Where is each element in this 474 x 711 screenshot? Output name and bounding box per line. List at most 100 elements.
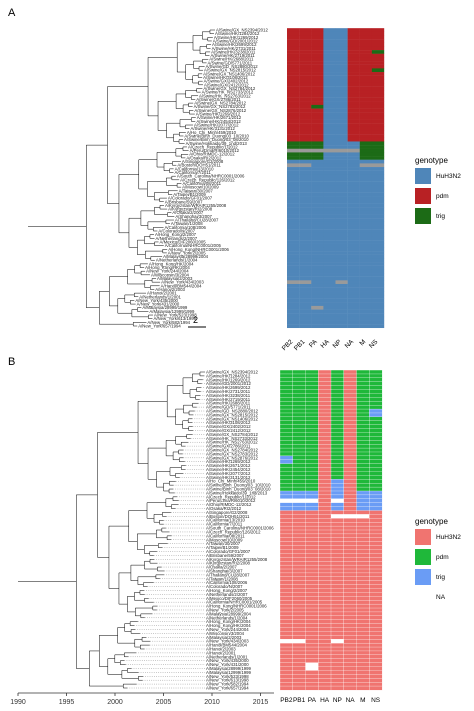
heatmap-cell: [318, 603, 332, 609]
tip-label: A/Kyrgyzstan/RI2/2008: [168, 207, 213, 212]
heatmap-cell: [287, 72, 300, 76]
heatmap-cell: [371, 243, 385, 248]
heatmap-cell: [299, 57, 312, 62]
heatmap-cell: [323, 112, 336, 117]
legend-swatch: [415, 208, 431, 224]
heatmap-cell: [356, 479, 370, 484]
heatmap-cell: [371, 276, 385, 281]
heatmap-cell: [371, 258, 385, 263]
heatmap-cell: [299, 254, 312, 259]
heatmap-cell: [299, 112, 312, 117]
heatmap-cell: [343, 377, 357, 383]
column-label: PB1: [293, 338, 307, 352]
heatmap-cell: [305, 432, 319, 437]
heatmap-cell: [347, 97, 360, 102]
heatmap-cell: [356, 498, 370, 504]
heatmap-cell: [356, 611, 370, 617]
heatmap-cell: [359, 247, 373, 252]
heatmap-cell: [330, 373, 345, 379]
heatmap-cell: [356, 685, 370, 691]
heatmap-cell: [371, 240, 385, 244]
tip-label: A/New_York/613/1998: [153, 316, 196, 321]
heatmap-cell: [356, 471, 370, 476]
heatmap-cell: [347, 229, 360, 234]
tip-label: A/Malaysia/12999/1999: [149, 309, 195, 314]
heatmap-cell: [371, 72, 385, 76]
heatmap-cell: [371, 39, 385, 43]
heatmap-cell: [330, 545, 345, 550]
heatmap-cell: [343, 631, 357, 636]
heatmap-cell: [305, 440, 319, 445]
heatmap-cell: [311, 134, 324, 139]
heatmap-cell: [347, 320, 360, 325]
heatmap-cell: [371, 28, 385, 33]
heatmap-cell: [305, 518, 319, 523]
heatmap-cell: [330, 444, 345, 449]
heatmap-cell: [330, 549, 345, 554]
heatmap-cell: [311, 243, 324, 248]
heatmap-cell: [311, 251, 324, 255]
heatmap-cell: [323, 163, 336, 168]
heatmap-cell: [371, 148, 385, 153]
heatmap-cell: [369, 549, 383, 554]
heatmap-cell: [371, 141, 385, 146]
heatmap-cell: [347, 178, 360, 182]
heatmap-cell: [292, 572, 306, 578]
heatmap-cell: [311, 152, 324, 157]
heatmap-cell: [311, 64, 324, 69]
heatmap-cell: [347, 265, 360, 270]
heatmap-cell: [330, 678, 345, 683]
heatmap-cell: [347, 240, 360, 244]
heatmap-cell: [311, 104, 324, 109]
heatmap-cell: [335, 309, 348, 314]
heatmap-cell: [299, 115, 312, 120]
tip-label: A/Boston/DOH51/2011: [177, 163, 221, 168]
heatmap-cell: [311, 258, 324, 263]
heatmap-cell: [311, 305, 324, 310]
heatmap-cell: [347, 163, 360, 168]
heatmap-cell: [318, 502, 332, 507]
heatmap-cell: [369, 486, 383, 492]
heatmap-cell: [287, 324, 300, 329]
heatmap-cell: [371, 57, 385, 62]
heatmap-cell: [356, 631, 370, 636]
heatmap-cell: [318, 436, 332, 441]
heatmap-cell: [305, 600, 319, 605]
heatmap-cell: [335, 42, 348, 47]
heatmap-cell: [305, 666, 319, 671]
heatmap-cell: [287, 130, 300, 135]
heatmap-cell: [305, 369, 319, 375]
heatmap-cell: [318, 600, 332, 605]
heatmap-cell: [369, 576, 383, 582]
heatmap-cell: [311, 203, 324, 208]
heatmap-cell: [343, 525, 357, 531]
heatmap-cell: [356, 475, 370, 480]
heatmap-cell: [347, 53, 360, 58]
heatmap-cell: [305, 373, 319, 379]
heatmap-cell: [292, 490, 306, 496]
heatmap-cell: [323, 294, 336, 299]
column-label: NP: [332, 338, 343, 349]
heatmap-cell: [305, 397, 319, 402]
column-label: PA: [308, 697, 317, 704]
heatmap-cell: [335, 258, 348, 263]
heatmap-cell: [299, 64, 312, 69]
heatmap-cell: [318, 564, 332, 570]
heatmap-cell: [287, 218, 300, 223]
heatmap-cell: [359, 86, 373, 91]
panel-a-tip-labels: A/Swine/GX_NS2394/2012A/Swine/HK/1284/20…: [135, 28, 268, 329]
heatmap-cell: [299, 236, 312, 241]
heatmap-cell: [343, 678, 357, 683]
heatmap-cell: [311, 188, 324, 193]
heatmap-cell: [369, 479, 383, 484]
heatmap-cell: [279, 381, 294, 387]
heatmap-cell: [359, 152, 373, 157]
heatmap-cell: [323, 188, 336, 193]
heatmap-cell: [305, 611, 319, 617]
heatmap-cell: [330, 568, 345, 574]
heatmap-cell: [318, 451, 332, 457]
heatmap-cell: [371, 126, 385, 131]
heatmap-cell: [318, 440, 332, 445]
heatmap-cell: [323, 251, 336, 255]
heatmap-cell: [356, 627, 370, 632]
